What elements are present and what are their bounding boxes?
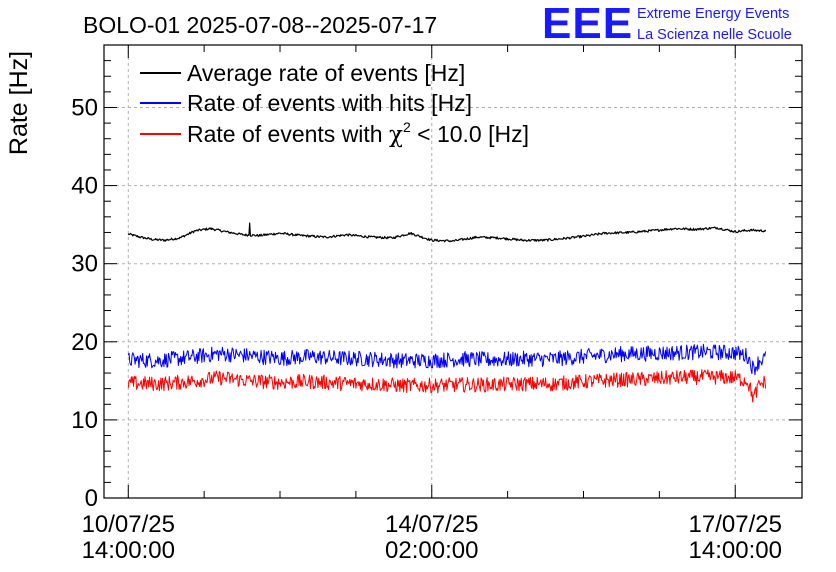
legend-label-2-part-2: 2 (403, 119, 411, 135)
series-line-1 (127, 343, 767, 376)
legend-label-1: Rate of events with hits [Hz] (187, 90, 472, 116)
eee-logo: EEE Extreme Energy Events La Scienza nel… (542, 0, 792, 48)
x-tick-labels: 10/07/2514:00:0014/07/2502:00:0017/07/25… (82, 511, 782, 564)
plot-frame (103, 44, 803, 499)
y-tick-label-5: 50 (71, 94, 98, 121)
series-group (127, 222, 767, 403)
legend-label-2-part-3: < 10.0 [Hz] (411, 121, 529, 147)
legend-label-2: Rate of events with χ2 < 10.0 [Hz] (187, 119, 529, 148)
grid-lines (104, 45, 802, 498)
y-tick-label-0: 0 (85, 485, 98, 512)
x-tick-time-0: 14:00:00 (82, 537, 175, 564)
legend-label-0: Average rate of events [Hz] (187, 60, 465, 86)
series-line-2 (127, 369, 767, 403)
y-axis-label: Rate [Hz] (5, 51, 33, 155)
legend-label-2-part-1: χ (389, 122, 403, 148)
x-tick-date-0: 10/07/25 (82, 511, 175, 538)
x-tick-date-1: 14/07/25 (385, 511, 478, 538)
axis-ticks (104, 44, 802, 499)
eee-logo-line1: Extreme Energy Events (637, 6, 789, 22)
y-tick-label-4: 40 (71, 173, 98, 200)
legend: Average rate of events [Hz] Rate of event… (140, 60, 529, 148)
x-tick-time-1: 02:00:00 (385, 537, 478, 564)
y-tick-label-1: 10 (71, 407, 98, 434)
eee-logo-line2: La Scienza nelle Scuole (637, 27, 792, 43)
x-tick-date-2: 17/07/25 (689, 511, 782, 538)
legend-label-2-part-0: Rate of events with (187, 121, 389, 147)
plot-border (103, 44, 803, 499)
series-line-0 (127, 222, 767, 243)
y-tick-label-2: 20 (71, 329, 98, 356)
y-tick-labels: 0 10 20 30 40 50 (71, 94, 98, 512)
eee-logo-mark: EEE (542, 0, 633, 48)
x-tick-time-2: 14:00:00 (689, 537, 782, 564)
chart-title: BOLO-01 2025-07-08--2025-07-17 (83, 12, 437, 38)
y-tick-label-3: 30 (71, 251, 98, 278)
